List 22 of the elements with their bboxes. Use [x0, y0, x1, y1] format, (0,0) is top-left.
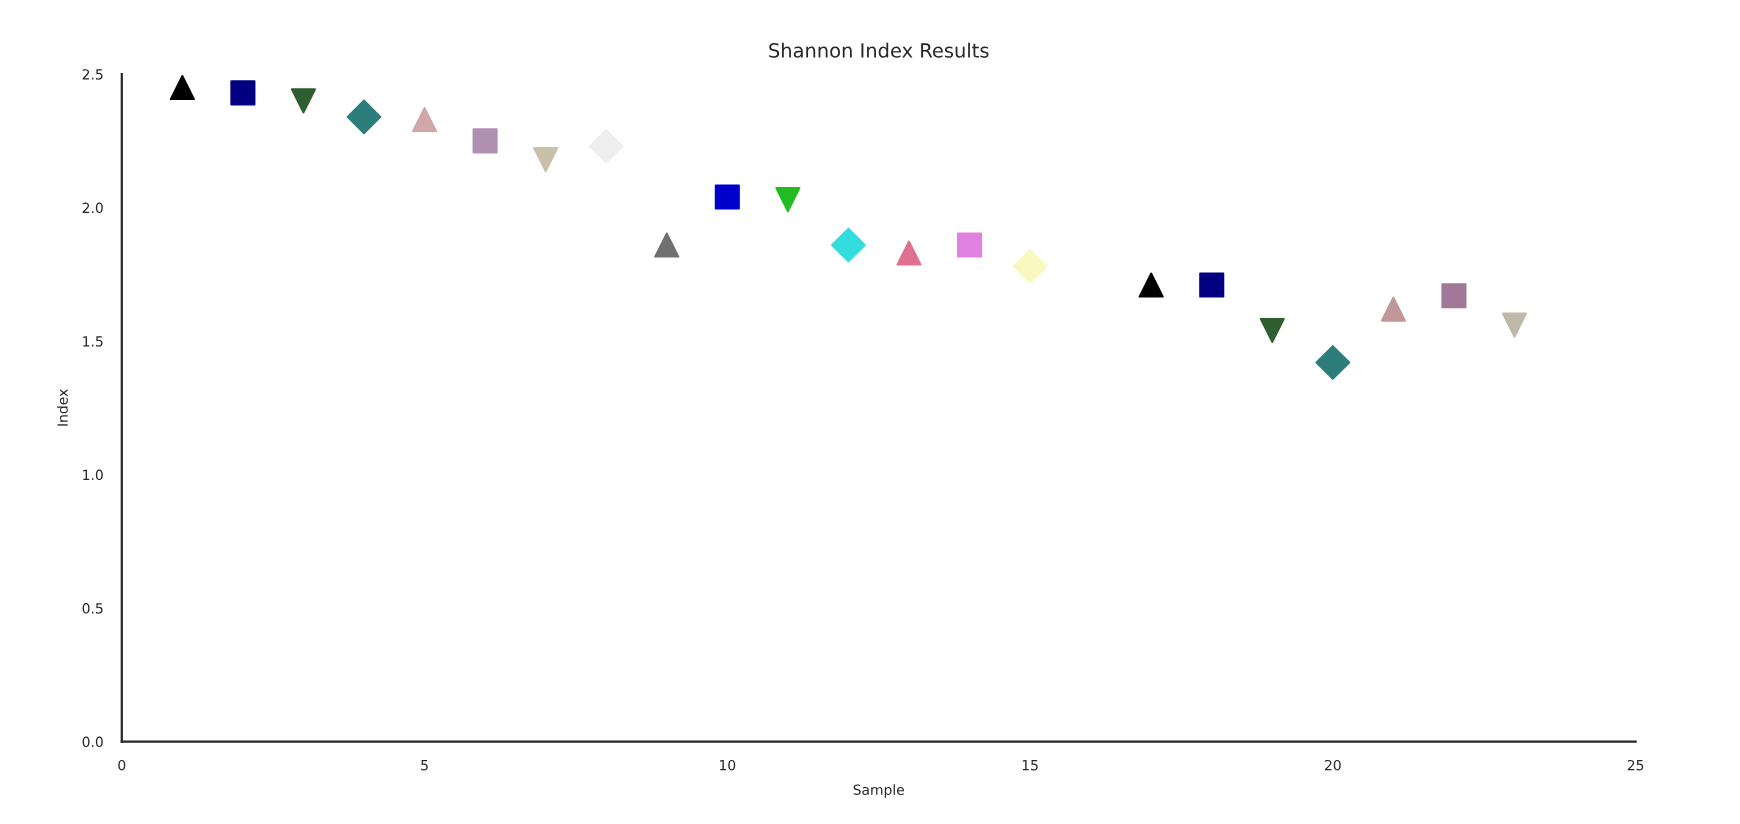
point	[1441, 283, 1467, 309]
point	[1380, 296, 1406, 322]
point	[1259, 317, 1285, 344]
point	[290, 88, 317, 114]
point	[654, 232, 680, 258]
point	[533, 147, 559, 173]
point	[1012, 249, 1048, 284]
point	[472, 128, 498, 154]
point	[346, 99, 382, 135]
point	[169, 74, 195, 101]
point	[230, 80, 256, 106]
point	[1315, 345, 1351, 380]
point	[1138, 272, 1164, 298]
point	[896, 240, 922, 266]
point	[1199, 272, 1225, 298]
point	[1501, 312, 1528, 338]
point	[831, 227, 866, 263]
point	[956, 232, 983, 258]
point	[775, 187, 801, 213]
point	[412, 107, 438, 133]
point	[714, 184, 740, 210]
chart-title: Shannon Index Results	[769, 42, 989, 58]
